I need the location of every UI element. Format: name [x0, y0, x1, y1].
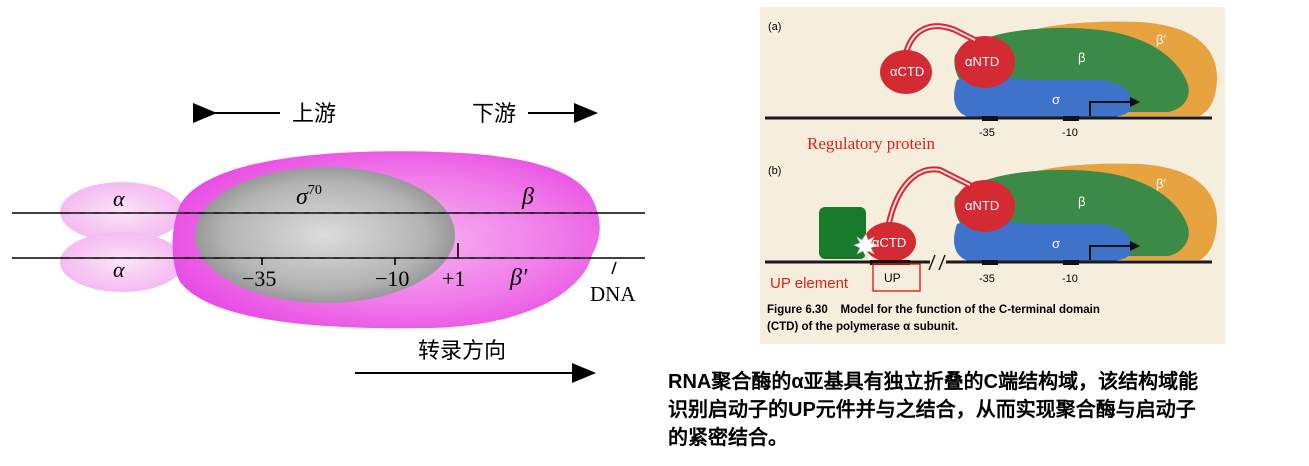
sigma-subunit-b [954, 221, 1133, 262]
chinese-caption: RNA聚合酶的α亚基具有独立折叠的C端结构域，该结构域能 识别启动子的UP元件并… [668, 368, 1304, 452]
start-arrow-a [1089, 101, 1130, 116]
beta-prime-label-a: β′ [1156, 32, 1166, 47]
alpha-top-label: α [113, 186, 125, 211]
direction-label: 转录方向 [418, 338, 506, 363]
start-arrowhead-a [1130, 97, 1140, 107]
actd-label-b: αCTD [872, 235, 906, 250]
alpha-ctd-b [864, 222, 916, 262]
m10-label-b: -10 [1062, 273, 1078, 285]
sigma-subunit-a [954, 77, 1133, 118]
m35-label-a: -35 [979, 127, 995, 139]
box-minus35-a [982, 116, 998, 121]
caption-line-1: RNA聚合酶的α亚基具有独立折叠的C端结构域，该结构域能 [668, 371, 1199, 393]
alpha-linker-b-inner [887, 168, 971, 229]
dna-label: DNA [590, 282, 636, 306]
beta-label: β [521, 184, 534, 210]
downstream-label: 下游 [472, 101, 516, 126]
box-minus10-b [1063, 260, 1079, 265]
panel-b: UP αCTD αNTD β β′ σ -35 -10 [765, 163, 1218, 292]
m10-label-a: -10 [1062, 127, 1078, 139]
beta-label-a: β [1078, 50, 1085, 65]
sigma-label-a: σ [1052, 92, 1060, 107]
up-element-label: UP element [770, 275, 849, 292]
alpha-ntd-a [955, 36, 1015, 88]
beta-label-b: β [1078, 194, 1085, 209]
beta-prime-label-b: β′ [1156, 176, 1166, 191]
start-arrow-b [1089, 245, 1130, 260]
box-minus10-a [1063, 116, 1079, 121]
upstream-label: 上游 [292, 101, 336, 126]
textbook-figure: (a) (b) αCTD αNTD β [760, 7, 1225, 344]
sigma-label-b: σ [1052, 236, 1060, 251]
left-diagram: 上游 下游 α α σ70 β β′ −35 −10 +1 DNA 转录方向 [12, 101, 645, 383]
panel-b-label: (b) [768, 165, 781, 177]
alpha-subunit-top [60, 182, 184, 242]
sigma-label: σ70 [296, 183, 322, 210]
antd-label-a: αNTD [965, 54, 999, 69]
caption-line-3: 的紧密结合。 [668, 427, 788, 449]
beta-prime-label: β′ [509, 265, 528, 291]
sigma-subunit [195, 167, 455, 303]
panel-a-label: (a) [768, 21, 781, 33]
up-element-bar [870, 260, 910, 265]
alpha-ntd-b [955, 180, 1015, 232]
box-minus35-b [982, 260, 998, 265]
alpha-bottom-label: α [113, 257, 125, 282]
actd-label-a: αCTD [890, 64, 924, 79]
regulatory-protein-label: Regulatory protein [807, 134, 935, 153]
minus35-label: −35 [242, 266, 276, 291]
panel-a: αCTD αNTD β β′ σ -35 -10 [765, 21, 1218, 139]
up-box-label: UP [884, 271, 901, 285]
alpha-subunit-bottom [60, 232, 184, 292]
antd-label-b: αNTD [965, 198, 999, 213]
regulatory-protein [819, 207, 866, 259]
interaction-star [853, 233, 878, 258]
m35-label-b: -35 [979, 273, 995, 285]
figure-caption-line2: (CTD) of the polymerase α subunit. [767, 321, 958, 333]
caption-line-2: 识别启动子的UP元件并与之结合，从而实现聚合酶与启动子 [668, 399, 1196, 421]
minus10-label: −10 [375, 266, 409, 291]
figure-caption-line1: Figure 6.30 Model for the function of th… [767, 304, 1100, 316]
alpha-linker-a-inner [904, 25, 976, 59]
dna-break-2 [938, 254, 946, 271]
start-arrowhead-b [1130, 241, 1140, 251]
alpha-ctd-a [880, 50, 932, 94]
plus1-label: +1 [442, 266, 465, 291]
up-box [872, 263, 921, 292]
dna-break-1 [928, 254, 936, 271]
dna-pointer [611, 261, 617, 275]
